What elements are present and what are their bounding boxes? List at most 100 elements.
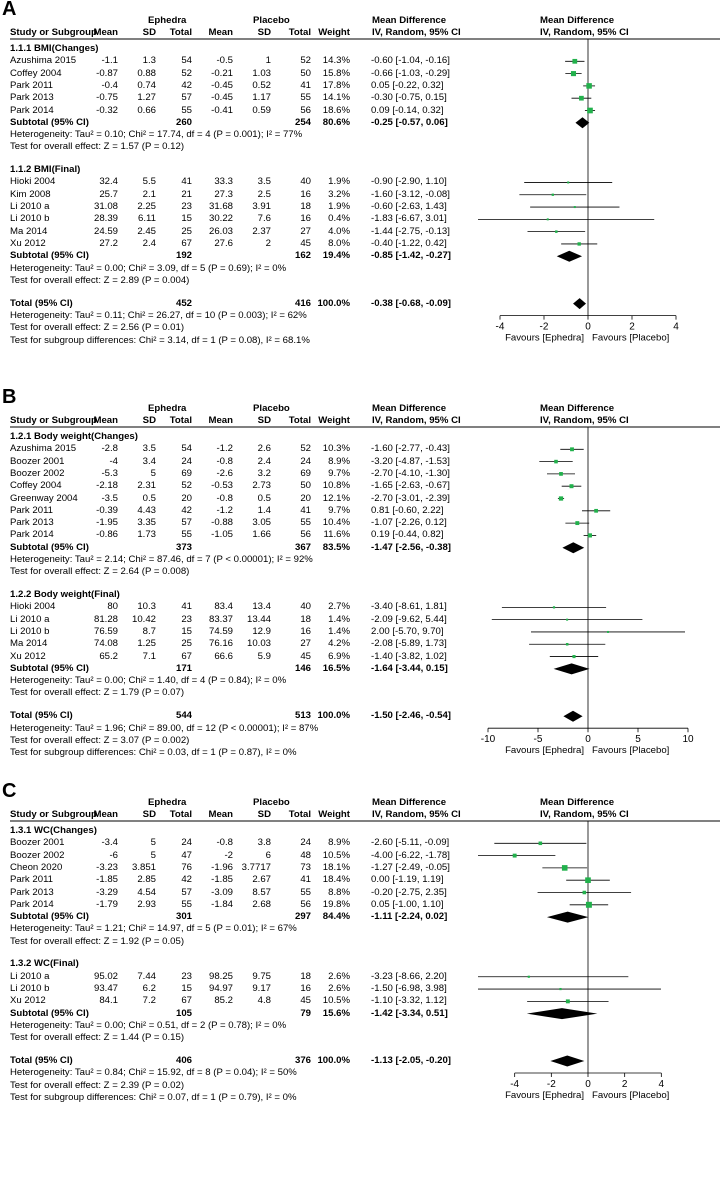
total-heterogeneity-text: Heterogeneity: Tau² = 1.96; Chi² = 89.00… xyxy=(10,722,319,734)
x-tick-label: -4 xyxy=(510,1079,519,1090)
x-tick-label: -4 xyxy=(496,322,505,333)
study-name: Park 2011 xyxy=(10,79,54,91)
effect-marker xyxy=(587,533,592,538)
favours-right-label: Favours [Placebo] xyxy=(592,745,669,756)
sd1: 0.5 xyxy=(142,492,156,504)
study-ci: -1.50 [-6.98, 3.98] xyxy=(371,983,447,995)
weight: 19.8% xyxy=(322,898,350,910)
total2-header: Total xyxy=(288,809,311,820)
sd1: 3.4 xyxy=(142,455,156,467)
mean-difference-plot-header: Mean Difference xyxy=(540,403,615,414)
weight: 8.9% xyxy=(328,455,350,467)
total2: 41 xyxy=(300,504,311,516)
sd1: 0.66 xyxy=(137,104,156,116)
total2: 48 xyxy=(300,849,311,861)
total1-header: Total xyxy=(169,27,192,38)
study-ci: -1.60 [-2.77, -0.43] xyxy=(371,443,450,455)
total2: 16 xyxy=(300,983,311,995)
total1: 24 xyxy=(181,837,192,849)
sd2: 2.37 xyxy=(252,225,271,237)
study-ci: -3.20 [-4.87, -1.53] xyxy=(371,455,450,467)
total1: 57 xyxy=(181,92,192,104)
sd2: 0.5 xyxy=(257,492,271,504)
subgroup-difference-text: Test for subgroup differences: Chi² = 3.… xyxy=(10,334,310,346)
mean1: -5.3 xyxy=(101,467,118,479)
pooled-diamond xyxy=(573,298,587,310)
study-name: Park 2011 xyxy=(10,504,54,516)
sd2: 13.44 xyxy=(246,613,271,625)
sd1: 2.1 xyxy=(142,188,156,200)
effect-marker xyxy=(555,230,558,233)
weight: 10.5% xyxy=(322,995,350,1007)
total2: 16 xyxy=(300,213,311,225)
sd2: 2.6 xyxy=(257,443,271,455)
favours-right-label: Favours [Placebo] xyxy=(592,1090,669,1101)
subtotal-total1: 260 xyxy=(175,116,192,128)
effect-marker xyxy=(527,975,530,978)
sd1: 4.54 xyxy=(137,886,156,898)
mean2: -2 xyxy=(224,849,233,861)
total2: 41 xyxy=(300,79,311,91)
mean1: -1.1 xyxy=(101,55,118,67)
total1-header: Total xyxy=(169,809,192,820)
subtotal-total1: 301 xyxy=(175,911,192,923)
mean2: 27.3 xyxy=(214,188,233,200)
total-heterogeneity-text: Heterogeneity: Tau² = 0.84; Chi² = 15.92… xyxy=(10,1067,297,1079)
subgroup-title: 1.2.2 Body weight(Final) xyxy=(10,589,120,601)
mean1: -0.4 xyxy=(101,79,118,91)
mean1: -0.75 xyxy=(96,92,118,104)
total-label: Total (95% CI) xyxy=(10,710,73,722)
mean1-header: Mean xyxy=(93,415,118,426)
effect-marker xyxy=(575,521,580,526)
effect-marker xyxy=(512,853,517,858)
study-ci: -0.60 [-1.04, -0.16] xyxy=(371,55,450,67)
sd2: 3.5 xyxy=(257,176,271,188)
total-weight: 100.0% xyxy=(317,1055,350,1066)
sd1-header: SD xyxy=(142,809,156,820)
subtotal-ci: -1.47 [-2.56, -0.38] xyxy=(371,541,451,553)
weight: 10.8% xyxy=(322,480,350,492)
mean1: -4 xyxy=(109,455,118,467)
sd1: 1.25 xyxy=(137,638,156,650)
sd2: 12.9 xyxy=(252,625,271,637)
mean1: 93.47 xyxy=(93,983,118,995)
total2: 27 xyxy=(300,638,311,650)
sd1-header: SD xyxy=(142,415,156,426)
ci-plot-header: IV, Random, 95% CI xyxy=(540,27,629,38)
weight: 18.4% xyxy=(322,874,350,886)
sd1: 4.43 xyxy=(137,504,156,516)
total1: 76 xyxy=(181,861,192,873)
study-ci: 0.05 [-0.22, 0.32] xyxy=(371,79,444,91)
weight: 1.4% xyxy=(328,625,350,637)
mean2: -0.88 xyxy=(211,517,233,529)
mean1: 95.02 xyxy=(93,970,118,982)
total-weight: 100.0% xyxy=(317,297,350,309)
favours-left-label: Favours [Ephedra] xyxy=(505,745,584,756)
study-ci: 0.81 [-0.60, 2.22] xyxy=(371,504,444,516)
total2: 20 xyxy=(300,492,311,504)
effect-marker xyxy=(559,472,563,476)
ci-plot-header: IV, Random, 95% CI xyxy=(540,415,629,426)
sd1: 0.88 xyxy=(137,67,156,79)
study-name: Park 2014 xyxy=(10,898,54,910)
study-ci: 0.19 [-0.44, 0.82] xyxy=(371,529,444,541)
total2: 73 xyxy=(300,861,311,873)
total2: 56 xyxy=(300,529,311,541)
overall-effect-text: Test for overall effect: Z = 1.44 (P = 0… xyxy=(10,1032,185,1044)
heterogeneity-text: Heterogeneity: Tau² = 0.10; Chi² = 17.74… xyxy=(10,129,303,141)
heterogeneity-text: Heterogeneity: Tau² = 0.00; Chi² = 3.09,… xyxy=(10,262,287,274)
mean2: -0.8 xyxy=(216,837,233,849)
effect-marker xyxy=(552,606,556,609)
x-tick-label: -5 xyxy=(534,734,543,745)
study-column-header: Study or Subgroup xyxy=(10,809,97,820)
study-ci: -1.10 [-3.32, 1.12] xyxy=(371,995,447,1007)
forest-panel-b: B Ephedra Placebo Mean Difference Mean Diffe… xyxy=(0,386,722,783)
mean2: -0.8 xyxy=(216,455,233,467)
total1: 69 xyxy=(181,467,192,479)
study-name: Hioki 2004 xyxy=(10,601,56,613)
effect-marker xyxy=(572,654,576,659)
mean2: 83.4 xyxy=(214,601,233,613)
subgroup-title: 1.2.1 Body weight(Changes) xyxy=(10,431,138,442)
effect-marker xyxy=(569,484,574,489)
total2: 52 xyxy=(300,55,311,67)
